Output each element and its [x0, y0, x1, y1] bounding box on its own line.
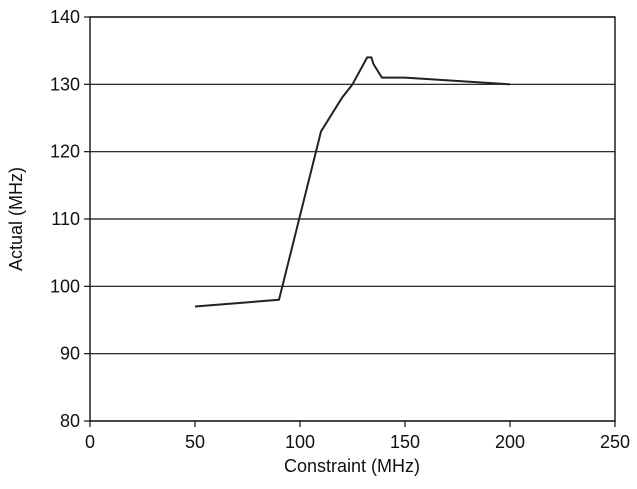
- x-tick-label: 250: [600, 432, 630, 452]
- plot-frame: [89, 16, 616, 422]
- y-tick-label: 100: [50, 276, 80, 296]
- x-tick-label: 0: [85, 432, 95, 452]
- y-tick-label: 80: [60, 411, 80, 431]
- y-tick-label: 90: [60, 344, 80, 364]
- x-tick-label: 200: [495, 432, 525, 452]
- x-tick-label: 50: [185, 432, 205, 452]
- y-tick-label: 110: [51, 209, 80, 229]
- data-line: [194, 56, 511, 308]
- x-tick-label: 100: [285, 432, 315, 452]
- y-tick-label: 140: [50, 7, 80, 27]
- y-tick-label: 120: [50, 142, 80, 162]
- y-tick-label: 130: [50, 74, 80, 94]
- x-tick-label: 150: [390, 432, 420, 452]
- x-axis-label: Constraint (MHz): [284, 456, 420, 476]
- y-axis-label: Actual (MHz): [6, 167, 26, 271]
